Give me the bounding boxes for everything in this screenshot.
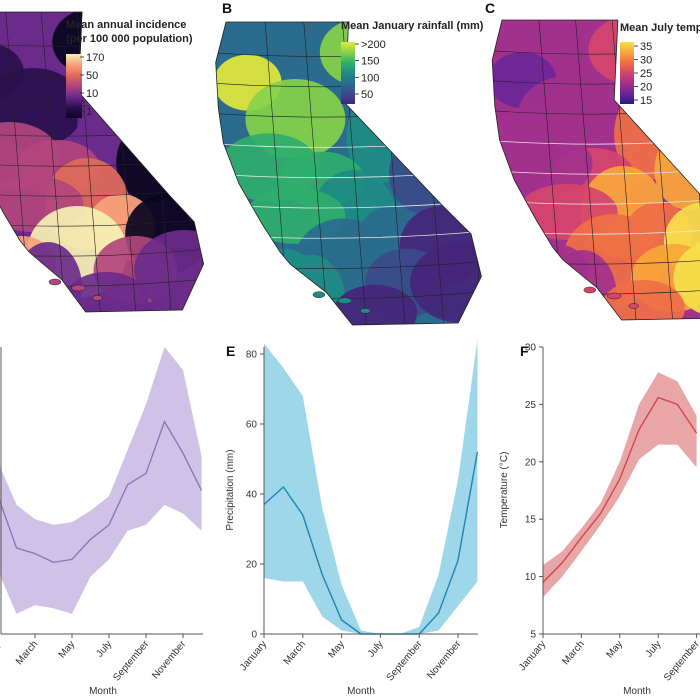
x-tick-label: May [326, 639, 347, 661]
x-tick-label: March [14, 639, 40, 667]
map-incidence [0, 11, 205, 313]
legend-tick-label: 50 [86, 70, 98, 82]
legend-tick-label: 50 [361, 89, 373, 101]
chart-precipitation-y-label: Precipitation (mm) [225, 449, 236, 530]
x-tick-label: May [605, 639, 626, 661]
map-region-fill [389, 133, 457, 214]
map-island [71, 284, 86, 292]
y-tick-label: 20 [246, 560, 258, 571]
x-tick-label: July [644, 639, 664, 660]
map-island [606, 292, 622, 300]
x-tick-label: March [282, 639, 308, 667]
legend-incidence-colorbar [66, 54, 82, 118]
map-rainfall [215, 21, 482, 326]
x-tick-label: January [517, 639, 548, 673]
legend-tick-label: 30 [640, 55, 652, 67]
legend-rainfall-title: Mean January rainfall (mm) [341, 20, 484, 32]
chart-temperature-monthly: 5 10 15 20 25 30 January March May JulySeptember… [499, 343, 700, 697]
panel-letter-f: F [520, 343, 529, 359]
legend-incidence: Mean annual incidence (per 100 000 popul… [66, 19, 193, 118]
map-region-fill [134, 230, 204, 310]
chart-precipitation-x-label: Month [347, 686, 375, 697]
y-tick-label: 5 [530, 630, 536, 641]
map-island [312, 291, 326, 298]
y-tick-label: 15 [525, 515, 537, 526]
legend-tick-label: >200 [361, 39, 386, 51]
x-tick-label: September [385, 638, 425, 683]
map-region-fill [333, 284, 418, 325]
map-region-fill [673, 238, 700, 318]
legend-rainfall: Mean January rainfall (mm) >200 150 100 50 [341, 20, 484, 104]
x-tick-label: November [425, 638, 464, 681]
confidence-band [0, 347, 202, 614]
legend-rainfall-colorbar [341, 42, 355, 104]
x-tick-label: July [366, 639, 386, 660]
map-region-fill [0, 122, 60, 190]
map-island [337, 297, 352, 305]
panel-letter-b: B [222, 0, 232, 16]
panel-letter-c: C [485, 0, 495, 16]
y-tick-label: 30 [525, 343, 537, 354]
confidence-band [264, 340, 478, 634]
legend-tick-label: 10 [86, 88, 98, 100]
legend-temperature-colorbar [620, 42, 634, 104]
legend-tick-label: 35 [640, 41, 652, 53]
y-tick-label: 0 [251, 630, 257, 641]
x-tick-label: y [0, 639, 3, 650]
confidence-band [543, 372, 697, 598]
legend-tick-label: 25 [640, 68, 652, 80]
x-tick-label: May [57, 639, 78, 661]
y-tick-label: 60 [246, 420, 258, 431]
map-island [360, 308, 371, 314]
x-tick-label: July [94, 639, 114, 660]
legend-tick-label: 150 [361, 56, 379, 68]
y-tick-label: 80 [246, 350, 258, 361]
legend-tick-label: 20 [640, 82, 652, 94]
x-tick-label: January [238, 639, 269, 673]
map-island [628, 303, 640, 309]
panel-letter-e: E [226, 343, 235, 359]
x-tick-label: September [111, 638, 151, 683]
map-region-fill [601, 280, 685, 320]
chart-temperature-x-label: Month [623, 686, 651, 697]
chart-temperature-y-label: Temperature (°C) [499, 452, 510, 529]
map-island [92, 295, 103, 301]
map-island [48, 278, 62, 286]
x-tick-label: November [150, 638, 189, 681]
legend-tick-label: 1 [86, 106, 92, 118]
map-temperature [491, 19, 700, 321]
y-tick-label: 40 [246, 490, 258, 501]
map-region-fill [410, 242, 482, 323]
map-island [583, 286, 597, 294]
map-region-fill [492, 130, 593, 198]
y-tick-label: 25 [525, 400, 537, 411]
x-tick-label: September [662, 638, 700, 683]
legend-tick-label: 170 [86, 52, 104, 64]
legend-tick-label: 100 [361, 72, 379, 84]
map-region-fill [218, 133, 319, 202]
legend-temperature-title: Mean July tempe [620, 22, 700, 34]
map-temperature-fill [492, 20, 700, 320]
y-tick-label: 10 [525, 572, 537, 583]
x-tick-label: March [560, 639, 586, 667]
mean-line [0, 419, 203, 564]
y-tick-label: 20 [525, 457, 537, 468]
legend-incidence-title-line-2: (per 100 000 population) [66, 33, 193, 45]
legend-incidence-title-line-1: Mean annual incidence [66, 19, 186, 31]
chart-incidence-x-label: Month [89, 686, 117, 697]
legend-tick-label: 15 [640, 95, 652, 107]
mean-line [543, 396, 698, 583]
